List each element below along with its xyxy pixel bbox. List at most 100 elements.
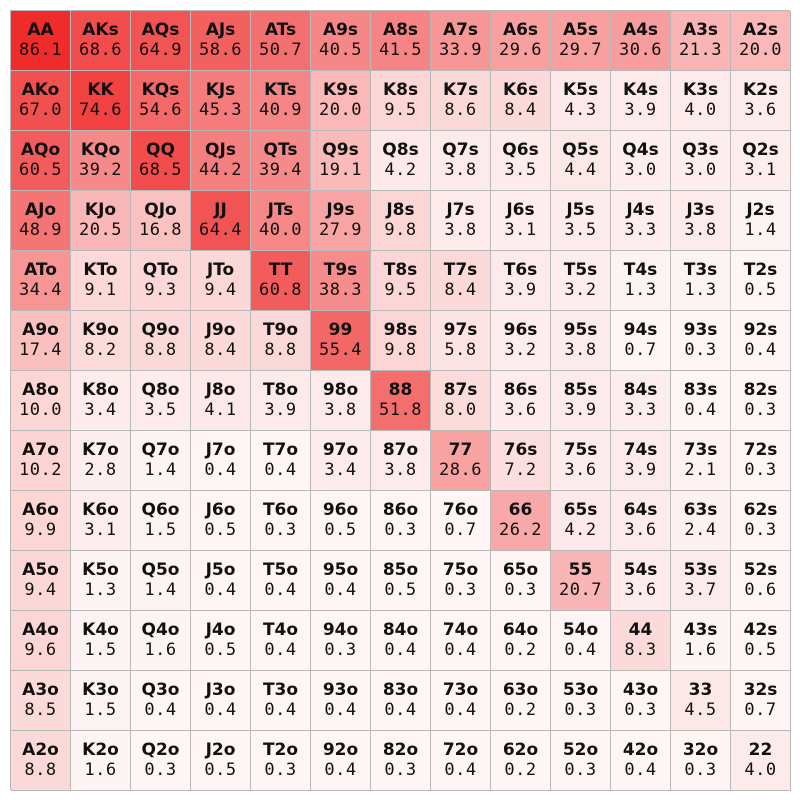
hand-value: 3.3 <box>624 399 657 420</box>
hand-cell: Q6o 1.5 <box>131 491 191 551</box>
hand-value: 3.5 <box>144 399 177 420</box>
hand-label: Q6o <box>141 500 180 521</box>
hand-cell: 62s 0.3 <box>731 491 791 551</box>
hand-value: 0.5 <box>744 639 777 660</box>
hand-cell: QJs 44.2 <box>191 131 251 191</box>
hand-value: 0.4 <box>264 639 297 660</box>
hand-label: JTs <box>267 200 294 221</box>
hand-value: 54.6 <box>139 99 182 120</box>
hand-label: 42s <box>743 620 778 641</box>
hand-cell: T2s 0.5 <box>731 251 791 311</box>
hand-label: 44 <box>628 620 653 641</box>
hand-label: A6s <box>502 20 539 41</box>
hand-value: 1.4 <box>744 219 777 240</box>
hand-label: J9s <box>326 200 355 221</box>
hand-value: 68.5 <box>139 159 182 180</box>
hand-cell: 55 20.7 <box>551 551 611 611</box>
hand-value: 3.8 <box>384 459 417 480</box>
hand-cell: 64s 3.6 <box>611 491 671 551</box>
hand-cell: Q7s 3.8 <box>431 131 491 191</box>
hand-value: 19.1 <box>319 159 362 180</box>
hand-cell: KQo 39.2 <box>71 131 131 191</box>
hand-value: 38.3 <box>319 279 362 300</box>
hand-cell: 73s 2.1 <box>671 431 731 491</box>
hand-value: 0.4 <box>204 579 237 600</box>
hand-cell: J8s 9.8 <box>371 191 431 251</box>
hand-value: 1.6 <box>684 639 717 660</box>
hand-value: 68.6 <box>79 39 122 60</box>
hand-label: 99 <box>328 320 353 341</box>
hand-value: 74.6 <box>79 99 122 120</box>
hand-label: AKs <box>82 20 119 41</box>
hand-label: 96o <box>322 500 359 521</box>
hand-cell: A3s 21.3 <box>671 11 731 71</box>
hand-label: T5s <box>563 260 598 281</box>
hand-label: 64s <box>623 500 658 521</box>
hand-value: 8.8 <box>264 339 297 360</box>
hand-cell: AA 86.1 <box>11 11 71 71</box>
hand-cell: 83s 0.4 <box>671 371 731 431</box>
hand-cell: J9s 27.9 <box>311 191 371 251</box>
hand-cell: 53s 3.7 <box>671 551 731 611</box>
hand-label: T7o <box>262 440 299 461</box>
hand-label: 93s <box>683 320 718 341</box>
hand-label: 73o <box>442 680 479 701</box>
hand-cell: Q9o 8.8 <box>131 311 191 371</box>
hand-value: 0.5 <box>744 279 777 300</box>
hand-label: J6o <box>205 500 236 521</box>
hand-cell: K3s 4.0 <box>671 71 731 131</box>
hand-label: T8o <box>262 380 299 401</box>
hand-label: 33 <box>688 680 713 701</box>
hand-value: 3.5 <box>564 219 597 240</box>
hand-label: 73s <box>683 440 718 461</box>
hand-label: 86s <box>503 380 538 401</box>
hand-cell: KJs 45.3 <box>191 71 251 131</box>
hand-value: 0.3 <box>564 699 597 720</box>
hand-cell: K4s 3.9 <box>611 71 671 131</box>
hand-value: 3.2 <box>504 339 537 360</box>
hand-label: QTs <box>263 140 298 161</box>
hand-label: Q8o <box>141 380 180 401</box>
hand-cell: Q5o 1.4 <box>131 551 191 611</box>
hand-label: 43s <box>683 620 718 641</box>
hand-label: A3o <box>22 680 59 701</box>
hand-label: J4o <box>205 620 236 641</box>
hand-value: 3.9 <box>264 399 297 420</box>
hand-cell: T4s 1.3 <box>611 251 671 311</box>
hand-label: 93o <box>322 680 359 701</box>
hand-cell: Q2o 0.3 <box>131 731 191 791</box>
hand-value: 0.4 <box>744 339 777 360</box>
hand-value: 0.5 <box>324 519 357 540</box>
hand-value: 33.9 <box>439 39 482 60</box>
hand-label: Q4s <box>622 140 659 161</box>
hand-label: 84s <box>623 380 658 401</box>
hand-label: 92s <box>743 320 778 341</box>
hand-cell: 99 55.4 <box>311 311 371 371</box>
hand-cell: K9s 20.0 <box>311 71 371 131</box>
hand-value: 0.5 <box>204 759 237 780</box>
hand-cell: KJo 20.5 <box>71 191 131 251</box>
hand-label: AJs <box>205 20 236 41</box>
hand-cell: 43o 0.3 <box>611 671 671 731</box>
hand-label: 87s <box>443 380 478 401</box>
hand-cell: 42s 0.5 <box>731 611 791 671</box>
hand-label: J2o <box>205 740 236 761</box>
hand-value: 2.1 <box>684 459 717 480</box>
hand-label: Q6s <box>502 140 539 161</box>
hand-value: 20.7 <box>559 579 602 600</box>
hand-value: 3.0 <box>684 159 717 180</box>
hand-label: 65s <box>563 500 598 521</box>
hand-cell: 33 4.5 <box>671 671 731 731</box>
hand-value: 17.4 <box>19 339 62 360</box>
hand-cell: 62o 0.2 <box>491 731 551 791</box>
hand-range-grid: AA 86.1 AKs 68.6 AQs 64.9 AJs 58.6 ATs 50.7 A9s 40.… <box>10 10 791 791</box>
hand-cell: 94o 0.3 <box>311 611 371 671</box>
hand-value: 0.4 <box>444 639 477 660</box>
hand-value: 4.0 <box>684 99 717 120</box>
hand-cell: 84o 0.4 <box>371 611 431 671</box>
hand-value: 40.0 <box>259 219 302 240</box>
hand-cell: T5s 3.2 <box>551 251 611 311</box>
hand-label: 88 <box>388 380 413 401</box>
hand-label: 72s <box>743 440 778 461</box>
hand-value: 0.4 <box>324 579 357 600</box>
